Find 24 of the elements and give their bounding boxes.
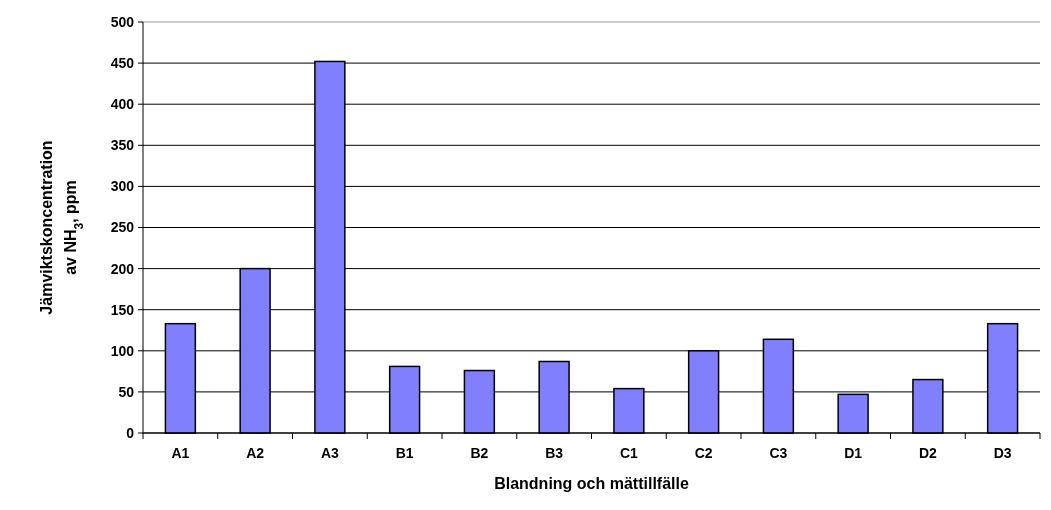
y-tick-label: 300 (110, 178, 135, 195)
y-tick-label: 100 (110, 342, 135, 359)
x-tick-label: A1 (171, 445, 190, 461)
y-tick-label: 500 (110, 13, 135, 30)
x-tick-label: D3 (993, 445, 1012, 461)
x-tick-label: A3 (320, 445, 340, 461)
y-tick-label: 200 (110, 260, 135, 277)
y-tick-label: 0 (126, 424, 135, 441)
x-tick-label: A2 (246, 445, 265, 461)
x-tick-label: D2 (918, 445, 938, 461)
x-tick-label: B2 (470, 445, 489, 461)
y-tick-label: 50 (118, 383, 135, 400)
x-tick-label: D1 (844, 445, 863, 461)
x-tick-label: C2 (694, 445, 713, 461)
y-tick-label: 250 (110, 219, 135, 236)
y-tick-label: 400 (110, 96, 135, 113)
x-tick-label: C3 (769, 445, 788, 461)
x-tick-label: C1 (619, 445, 639, 461)
x-tick-label: B3 (545, 445, 564, 461)
y-tick-label: 150 (110, 301, 135, 318)
x-axis-title: Blandning och mättillfälle (494, 475, 689, 492)
y-tick-label: 350 (110, 137, 135, 154)
x-tick-label: B1 (395, 445, 414, 461)
y-tick-label: 450 (110, 55, 135, 71)
